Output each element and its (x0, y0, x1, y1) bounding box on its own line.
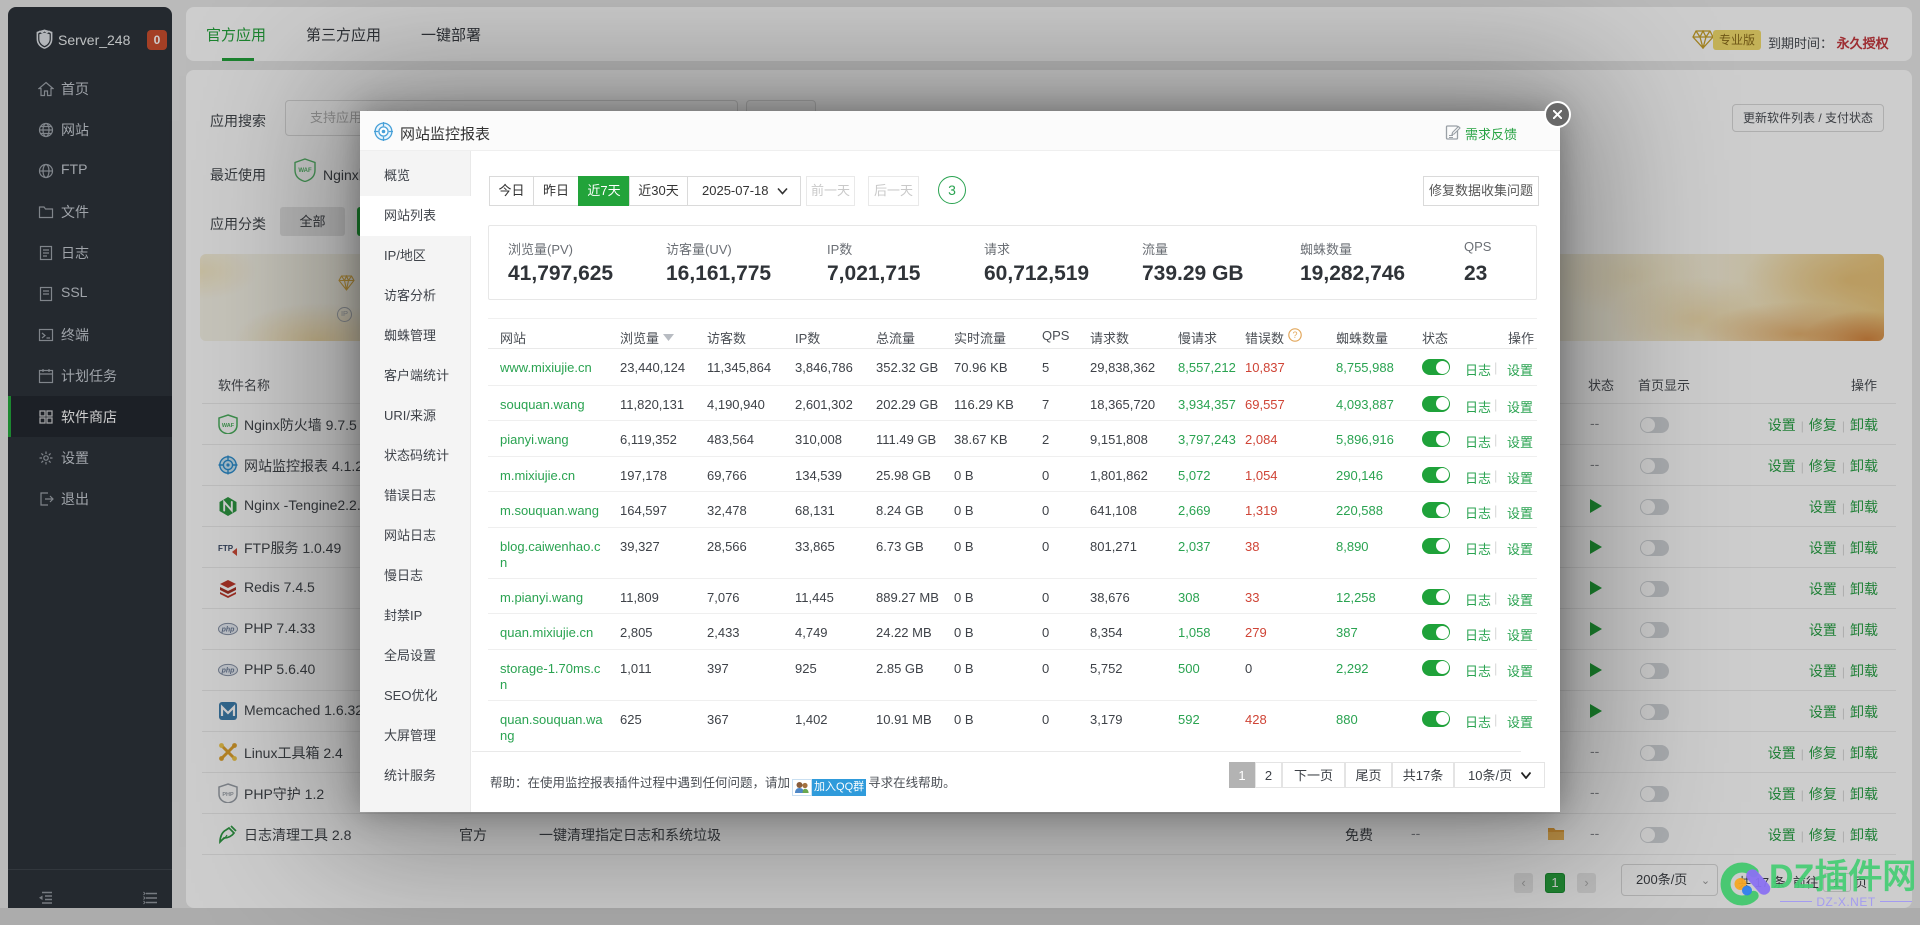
svg-text:?: ? (1292, 330, 1297, 340)
svg-text:WAF: WAF (222, 423, 235, 429)
svg-text:FTP: FTP (218, 544, 234, 553)
svg-text:PHP: PHP (222, 792, 234, 798)
svg-text:WAF: WAF (298, 168, 312, 174)
svg-text:php: php (221, 668, 236, 675)
svg-text:php: php (221, 627, 236, 634)
